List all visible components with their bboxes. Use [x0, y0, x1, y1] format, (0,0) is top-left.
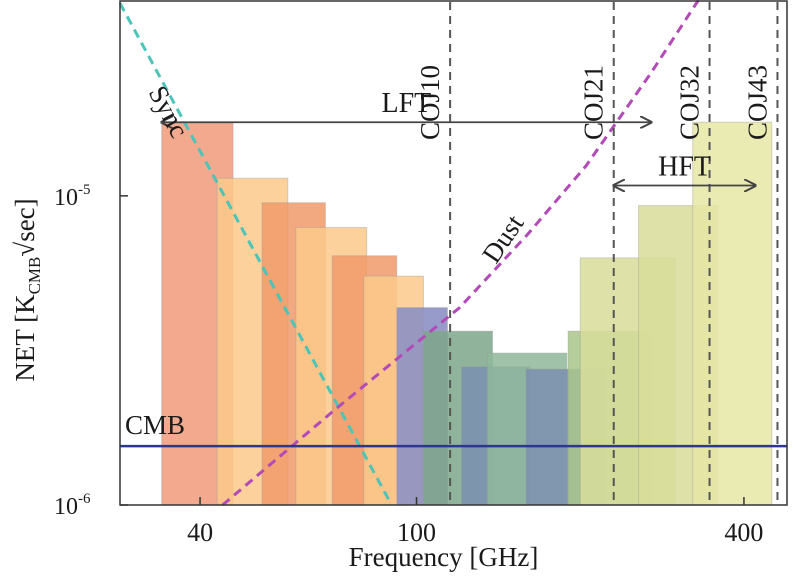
y-tick-label-exponent: -5 — [78, 182, 91, 198]
range-label-hft: HFT — [658, 152, 711, 183]
y-tick-label-base: 10 — [54, 185, 78, 211]
y-tick-label-1: 10-5 — [54, 182, 91, 211]
x-tick-label-2: 100 — [397, 518, 436, 547]
plot-frame — [119, 0, 788, 506]
y-axis-label: NET [KCMB√sec] — [10, 198, 44, 381]
curves-layer — [118, 0, 787, 507]
dust-curve — [221, 0, 700, 507]
y-tick-label-2: 10-6 — [54, 491, 91, 520]
sync-curve — [118, 2, 393, 506]
y-axis-label-main: NET [K — [10, 294, 40, 382]
y-axis-label-tail: √sec] — [10, 198, 40, 256]
y-axis-label-sub: CMB — [25, 257, 44, 295]
dust-label: Dust — [476, 209, 530, 268]
y-tick-label-exponent: -6 — [78, 491, 91, 507]
ranges-layer: LFT HFT — [162, 88, 756, 185]
cmb-label: CMB — [125, 410, 185, 440]
range-label-lft: LFT — [381, 88, 431, 119]
co-label-4: COJ43 — [742, 65, 772, 140]
x-tick-label-1: 40 — [187, 518, 213, 547]
y-tick-label-base: 10 — [54, 494, 78, 520]
co-label-2: COJ21 — [579, 65, 609, 140]
co-label-3: COJ32 — [675, 65, 705, 140]
x-tick-label-3: 400 — [724, 518, 763, 547]
x-axis-label: Frequency [GHz] — [349, 542, 539, 572]
bars-layer — [161, 121, 773, 506]
